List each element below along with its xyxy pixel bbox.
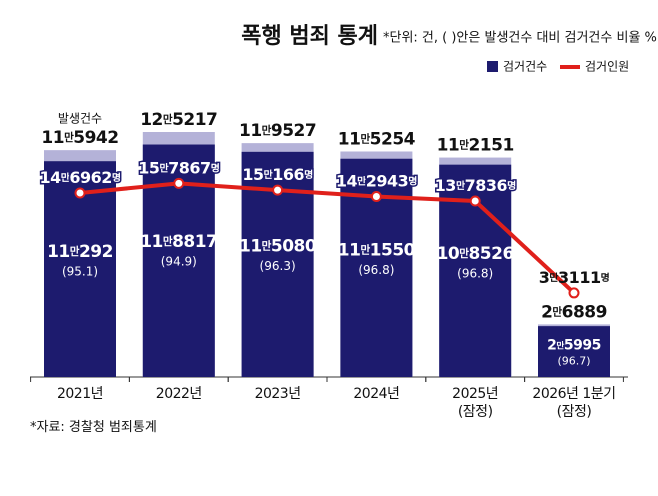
arrest-label: 11만5080 xyxy=(239,236,317,256)
ratio-label: (96.3) xyxy=(260,259,296,273)
occurrence-label: 11만5254 xyxy=(338,129,416,149)
occurrence-label: 11만9527 xyxy=(239,121,316,141)
legend-label: 검거건수 xyxy=(503,60,547,74)
line-point xyxy=(568,287,580,299)
people-label: 14만6962명 xyxy=(39,167,120,186)
people-label: 13만7836명 xyxy=(435,175,516,194)
ratio-label: (96.7) xyxy=(557,355,590,368)
arrest-label: 11만1550 xyxy=(338,240,416,260)
occurrence-label: 11만5942 xyxy=(41,128,118,148)
x-tick-label: 2026년 1분기 (잠정) xyxy=(532,386,616,420)
occurrence-label: 11만2151 xyxy=(437,136,514,156)
source: *자료: 경찰청 범죄통계 xyxy=(30,420,157,435)
x-tick-label: 2023년 xyxy=(254,386,302,402)
arrest-label: 10만8526 xyxy=(437,244,514,264)
arrest-bar xyxy=(538,326,610,377)
line-point xyxy=(469,195,481,207)
arrest-label: 2만5995 xyxy=(547,338,601,354)
ratio-label: (95.1) xyxy=(62,264,98,278)
arrest-label: 11만8817 xyxy=(140,232,217,252)
arrest-label: 11만292 xyxy=(47,242,113,262)
ratio-label: (94.9) xyxy=(161,255,197,269)
x-tick-label: 2024년 xyxy=(353,386,400,402)
ratio-label: (96.8) xyxy=(457,266,493,280)
ratio-label: (96.8) xyxy=(358,263,394,277)
line-point xyxy=(370,190,382,202)
line-point xyxy=(272,184,284,196)
chart-title: 폭행 범죄 통계 xyxy=(241,24,378,49)
occurrence-label: 12만5217 xyxy=(140,110,217,130)
occurrence-note: 발생건수 xyxy=(58,112,102,126)
legend-swatch xyxy=(487,61,498,72)
chart-subtitle: *단위: 건, ( )안은 발생건수 대비 검거건수 비율 % xyxy=(383,31,657,46)
people-label: 3만3111명 xyxy=(539,267,610,286)
line-point xyxy=(173,177,185,189)
people-label: 15만7867명 xyxy=(138,158,219,177)
x-tick-label: 2021년 xyxy=(56,386,104,402)
occurrence-label: 2만6889 xyxy=(541,302,607,322)
people-label: 14만2943명 xyxy=(336,171,417,190)
people-label: 15만166명 xyxy=(242,165,313,184)
legend-label: 검거인원 xyxy=(585,60,629,74)
x-tick-label: 2022년 xyxy=(155,386,203,402)
arrest-people-line xyxy=(79,181,576,295)
x-tick-label: 2025년 (잠정) xyxy=(452,386,499,420)
line-point xyxy=(74,187,86,199)
